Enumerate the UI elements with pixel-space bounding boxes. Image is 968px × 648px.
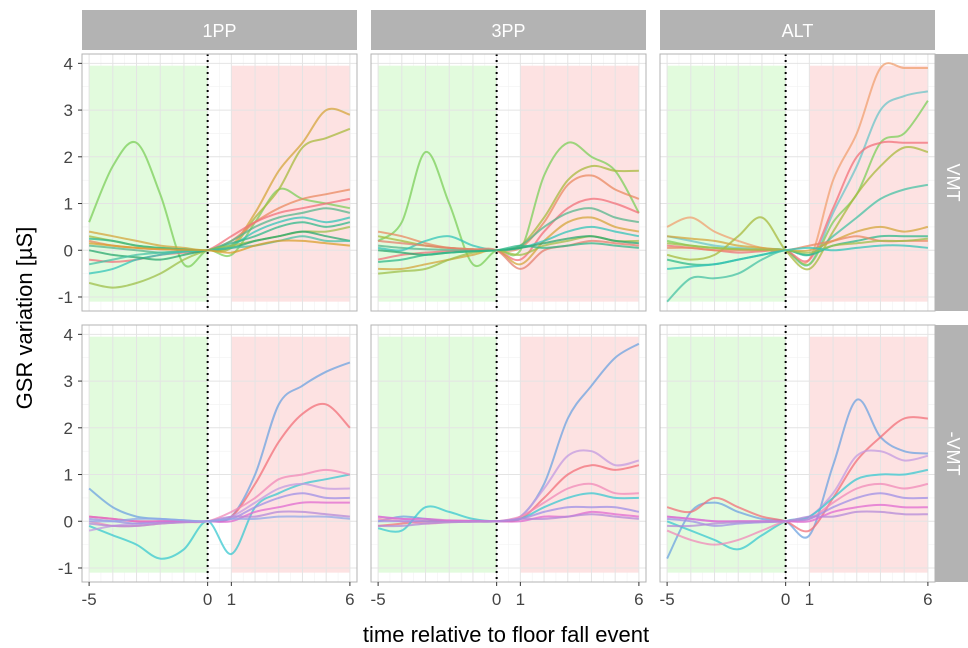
column-strip-label: ALT [782,21,814,41]
panel-1PP--VMT [81,324,358,583]
column-strip-label: 1PP [202,21,236,41]
y-tick-label: 2 [64,148,73,167]
series-line [667,237,928,254]
x-axis-title: time relative to floor fall event [363,622,649,647]
series-line [89,510,350,528]
series-line [666,398,928,560]
x-tick-label: -5 [371,590,386,609]
series-line [89,239,350,254]
post-event-region [809,65,928,302]
x-tick-label: 6 [634,590,643,609]
series-line [89,515,350,523]
series-line [667,244,928,270]
y-tick-label: -1 [58,288,73,307]
y-axis-title: GSR variation [µS] [12,227,37,410]
series-line [378,510,639,523]
y-tick-label: 4 [64,54,73,73]
x-tick-label: 0 [203,590,212,609]
series-line [666,416,928,533]
post-event-region [231,336,350,573]
panel-border [370,324,647,583]
series-line [378,239,639,270]
column-strip [371,10,646,50]
series-line [667,503,928,523]
row-strip [935,54,968,311]
x-tick-label: 0 [781,590,790,609]
series-line [666,145,929,271]
panels-layer [81,53,936,583]
y-tick-label: 3 [64,372,73,391]
series-line [89,501,350,523]
facet-strips: 1PP 3PP ALT VMT -VMT [82,10,968,582]
panel-border [370,53,647,312]
panel-3PP--VMT [370,324,647,583]
series-line [667,510,928,528]
column-strip [660,10,935,50]
pre-event-region [89,336,208,573]
y-tick-label: 0 [64,241,73,260]
x-tick-label: 0 [492,590,501,609]
column-strip [82,10,357,50]
x-tick-label: -5 [82,590,97,609]
row-strip-label: -VMT [943,432,963,476]
y-tick-label: 1 [64,466,73,485]
series-line [88,235,350,266]
x-tick-label: 1 [516,590,525,609]
y-tick-label: 1 [64,195,73,214]
panel-border [81,53,358,312]
series-line [667,492,928,527]
post-event-region [231,65,350,302]
pre-event-region [378,336,497,573]
y-tick-label: -1 [58,559,73,578]
y-tick-label: 0 [64,512,73,531]
x-tick-label: 1 [227,590,236,609]
series-line [378,242,639,263]
post-event-region [520,65,639,302]
x-tick-label: 1 [805,590,814,609]
x-tick-label: 6 [923,590,932,609]
panel-ALT-VMT [659,53,936,312]
y-tick-label: 3 [64,101,73,120]
y-tick-label: 4 [64,325,73,344]
series-line [378,513,639,528]
row-strip-label: VMT [943,164,963,202]
panel-3PP-VMT [370,53,647,312]
row-strip [935,325,968,582]
y-tick-label: 2 [64,419,73,438]
series-line [378,216,640,271]
x-tick-label: 6 [345,590,354,609]
panel-ALT--VMT [659,324,936,583]
series-line [377,197,640,262]
post-event-region [809,336,928,573]
column-strip-label: 3PP [491,21,525,41]
x-tick-label: -5 [660,590,675,609]
panel-1PP-VMT [81,53,358,312]
post-event-region [520,336,639,573]
panel-border [81,324,358,583]
